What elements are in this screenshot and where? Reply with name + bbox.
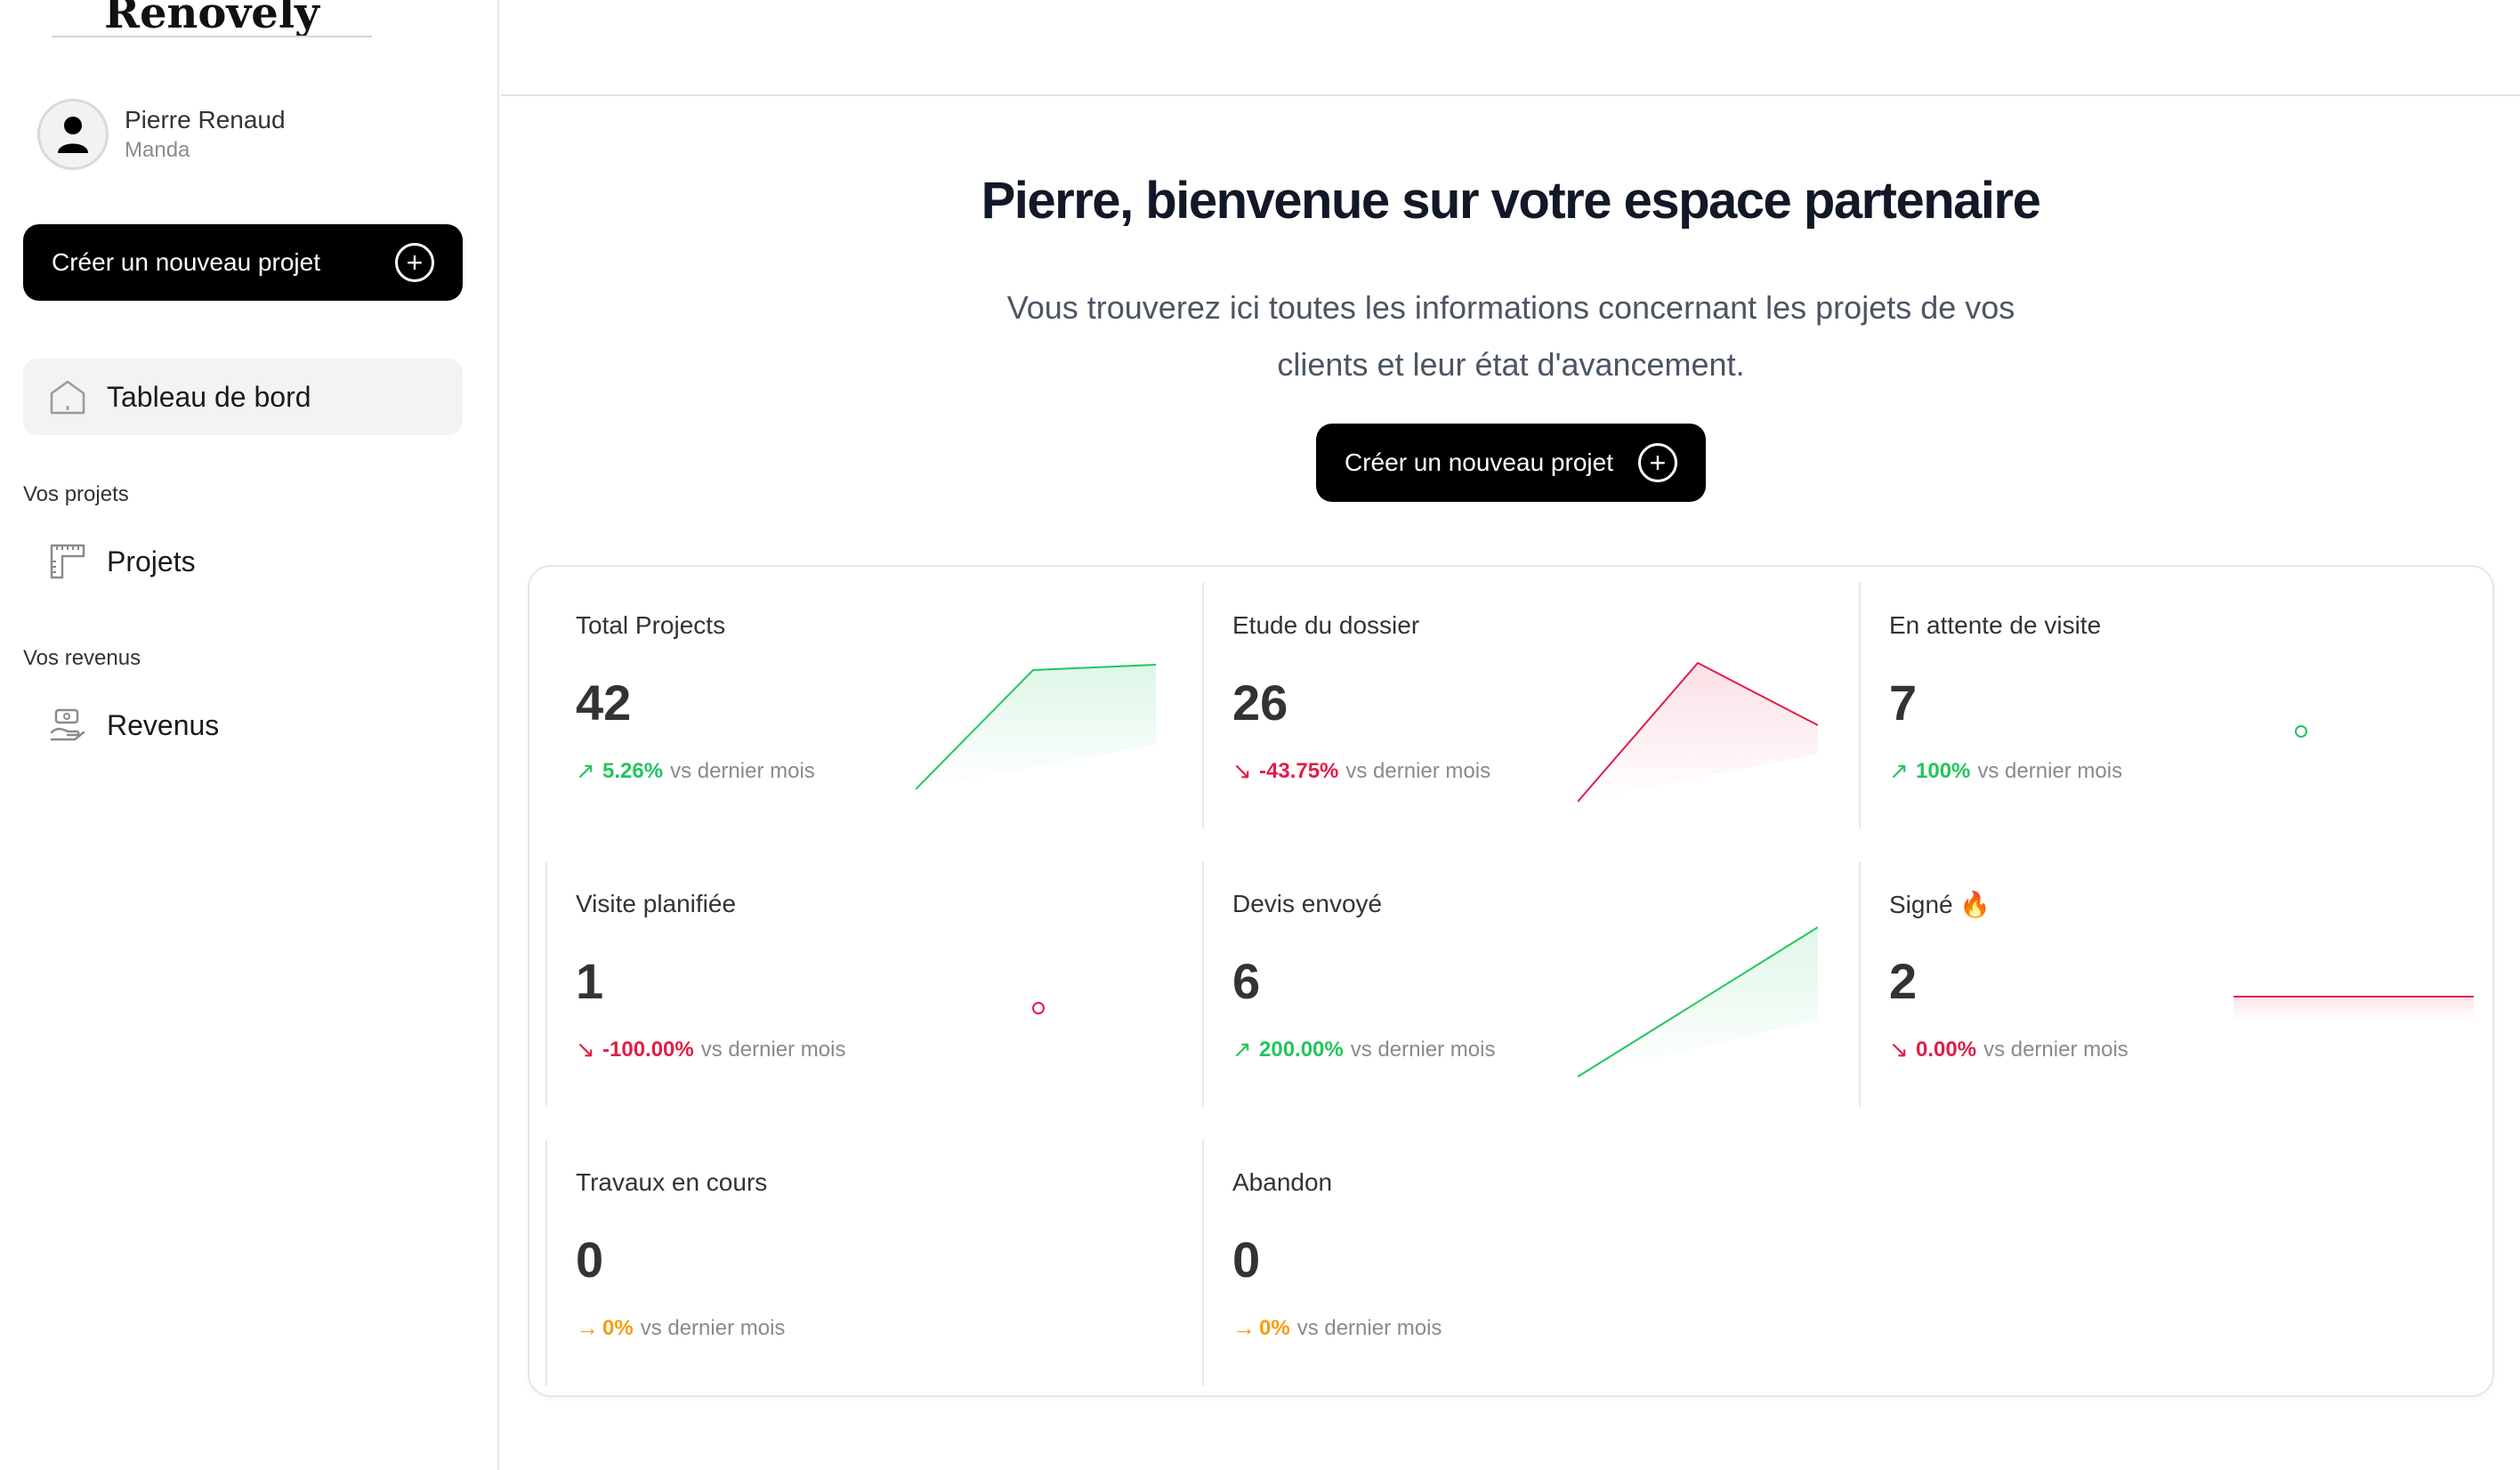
page-title: Pierre, bienvenue sur votre espace parte… xyxy=(981,172,2041,230)
sparkline-point xyxy=(2295,725,2307,738)
user-profile[interactable]: Pierre Renaud Manda xyxy=(37,98,286,171)
user-icon xyxy=(58,117,88,153)
plus-circle-icon: + xyxy=(1638,443,1677,482)
trend-flat-icon: → xyxy=(576,1314,599,1341)
trend-up-icon: ↗ xyxy=(1889,757,1909,784)
stat-value: 1 xyxy=(576,953,604,1009)
stat-trend: ↘ 0.00% vs dernier mois xyxy=(1889,1036,2128,1063)
home-icon xyxy=(50,380,85,415)
section-label-projects: Vos projets xyxy=(23,482,129,506)
stat-trend: ↘ -43.75% vs dernier mois xyxy=(1232,757,1490,785)
plus-circle-icon: + xyxy=(395,243,434,282)
stat-suffix: vs dernier mois xyxy=(1296,1315,1442,1340)
sidebar-item-label: Projets xyxy=(107,545,196,578)
stat-suffix: vs dernier mois xyxy=(1983,1037,2128,1062)
stat-card[interactable]: Signé 🔥 2 ↘ 0.00% vs dernier mois xyxy=(1843,845,2501,1107)
stat-title: Signé 🔥 xyxy=(1889,891,1991,918)
stat-suffix: vs dernier mois xyxy=(670,758,815,783)
stat-percent: 0% xyxy=(602,1315,634,1340)
sparkline xyxy=(1578,661,1818,803)
trend-down-icon: ↘ xyxy=(1232,757,1252,784)
stat-card[interactable]: Total Projects 42 ↗ 5.26% vs dernier moi… xyxy=(529,567,1188,812)
stat-value: 26 xyxy=(1232,674,1288,731)
money-hand-icon xyxy=(50,708,85,741)
stat-title: En attente de visite xyxy=(1889,611,2102,639)
stat-trend: → 0% vs dernier mois xyxy=(576,1314,785,1342)
sidebar-item-dashboard[interactable]: Tableau de bord xyxy=(23,359,463,435)
sparkline xyxy=(1578,926,1818,1078)
stat-value: 2 xyxy=(1889,953,1918,1009)
stat-title: Travaux en cours xyxy=(576,1168,768,1196)
stat-trend: ↗ 200.00% vs dernier mois xyxy=(1232,1036,1495,1063)
stat-percent: -43.75% xyxy=(1259,758,1339,783)
stat-suffix: vs dernier mois xyxy=(1345,758,1491,783)
avatar xyxy=(37,99,109,170)
stat-trend: ↗ 5.26% vs dernier mois xyxy=(576,757,815,785)
stat-suffix: vs dernier mois xyxy=(1350,1037,1496,1062)
stat-card[interactable]: Devis envoyé 6 ↗ 200.00% vs dernier mois xyxy=(1186,845,1845,1107)
stat-card[interactable]: En attente de visite 7 ↗ 100% vs dernier… xyxy=(1843,567,2501,828)
stat-trend: → 0% vs dernier mois xyxy=(1232,1314,1442,1342)
stat-percent: 0% xyxy=(1259,1315,1290,1340)
user-company: Manda xyxy=(125,138,190,162)
stat-value: 0 xyxy=(576,1232,604,1288)
stat-suffix: vs dernier mois xyxy=(1977,758,2123,783)
trend-flat-icon: → xyxy=(1232,1314,1256,1341)
stat-value: 6 xyxy=(1232,953,1261,1009)
stat-percent: -100.00% xyxy=(602,1037,694,1062)
stats-panel: Total Projects 42 ↗ 5.26% vs dernier moi… xyxy=(528,565,2494,1397)
stat-trend: ↘ -100.00% vs dernier mois xyxy=(576,1036,845,1063)
stat-card[interactable]: Etude du dossier 26 ↘ -43.75% vs dernier… xyxy=(1186,567,1845,828)
stat-title: Etude du dossier xyxy=(1232,611,1420,639)
stat-title: Total Projects xyxy=(576,611,726,639)
trend-down-icon: ↘ xyxy=(1889,1036,1909,1062)
stat-card[interactable]: Abandon 0 → 0% vs dernier mois xyxy=(1186,1124,1845,1385)
stat-percent: 200.00% xyxy=(1259,1037,1344,1062)
stat-percent: 5.26% xyxy=(602,758,664,783)
sidebar-create-project-button[interactable]: Créer un nouveau projet + xyxy=(23,224,463,301)
stat-title: Visite planifiée xyxy=(576,890,737,917)
stat-card[interactable]: Travaux en cours 0 → 0% vs dernier mois xyxy=(529,1124,1188,1385)
sidebar-item-revenue[interactable]: Revenus xyxy=(23,694,463,756)
main-create-project-button[interactable]: Créer un nouveau projet + xyxy=(1316,424,1706,502)
sidebar-item-projects[interactable]: Projets xyxy=(23,530,463,593)
logo: Renovely xyxy=(52,0,372,37)
stat-suffix: vs dernier mois xyxy=(640,1315,786,1340)
page-subtitle: Vous trouverez ici toutes les informatio… xyxy=(1006,289,2015,383)
user-name: Pierre Renaud xyxy=(125,106,286,133)
sidebar-item-label: Revenus xyxy=(107,708,220,741)
stat-title: Abandon xyxy=(1232,1168,1333,1196)
stat-value: 0 xyxy=(1232,1232,1261,1288)
stat-card[interactable]: Visite planifiée 1 ↘ -100.00% vs dernier… xyxy=(529,845,1188,1107)
blueprint-icon xyxy=(50,544,85,579)
trend-down-icon: ↘ xyxy=(576,1036,595,1062)
top-bar xyxy=(501,0,2520,96)
stat-title: Devis envoyé xyxy=(1232,890,1383,917)
sparkline-point xyxy=(1032,1002,1045,1014)
stat-trend: ↗ 100% vs dernier mois xyxy=(1889,757,2122,785)
sparkline xyxy=(2233,996,2474,1022)
sidebar-item-label: Tableau de bord xyxy=(107,380,311,413)
stat-suffix: vs dernier mois xyxy=(700,1037,846,1062)
trend-up-icon: ↗ xyxy=(1232,1036,1252,1062)
trend-up-icon: ↗ xyxy=(576,757,595,784)
create-project-label: Créer un nouveau projet xyxy=(52,248,320,276)
sidebar: Renovely Pierre Renaud Manda Créer un no… xyxy=(0,0,499,1470)
section-label-revenue: Vos revenus xyxy=(23,646,141,670)
stat-percent: 100% xyxy=(1916,758,1971,783)
sparkline xyxy=(916,664,1156,790)
stat-value: 7 xyxy=(1889,674,1918,731)
stat-percent: 0.00% xyxy=(1916,1037,1977,1062)
create-project-label: Créer un nouveau projet xyxy=(1345,448,1613,476)
stat-value: 42 xyxy=(576,674,632,731)
